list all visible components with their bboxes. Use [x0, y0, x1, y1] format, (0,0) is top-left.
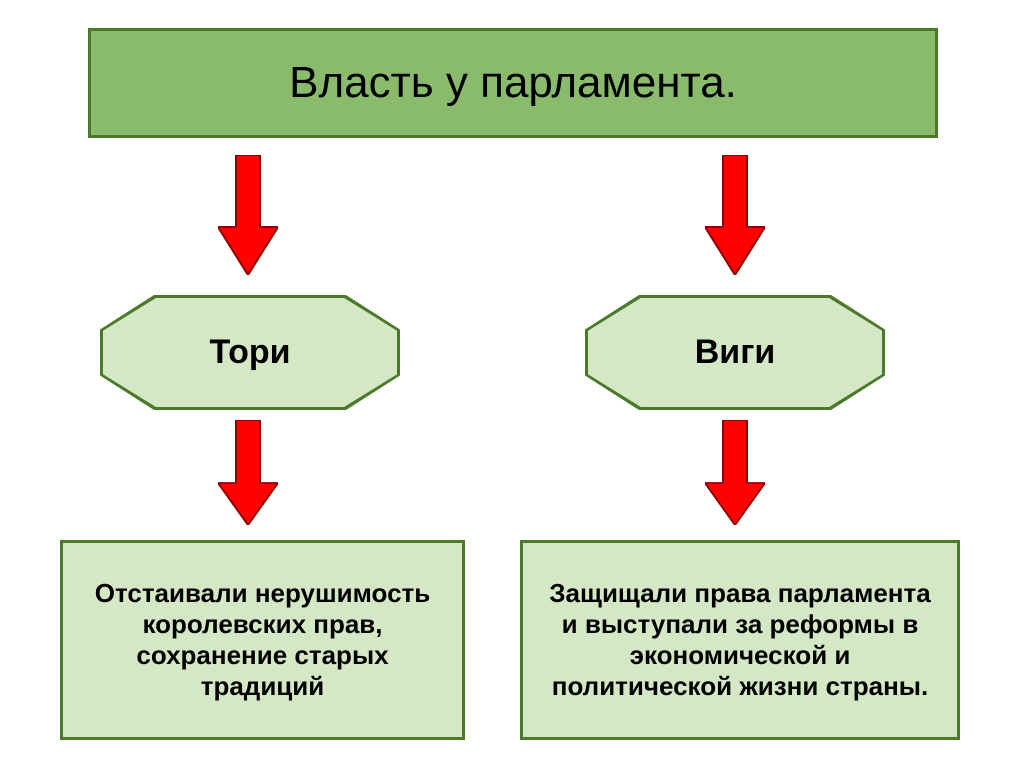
diagram-title-text: Власть у парламента. — [289, 58, 737, 108]
arrow-down-icon — [705, 420, 765, 525]
arrow-down-icon — [218, 420, 278, 525]
arrow-down-icon — [705, 155, 765, 275]
tori-description-box: Отстаивали нерушимость королевских прав,… — [60, 540, 465, 740]
arrow-down-icon — [218, 155, 278, 275]
tori-node: Тори — [103, 298, 397, 407]
diagram-title-box: Власть у парламента. — [88, 28, 938, 138]
vigi-node: Виги — [588, 298, 882, 407]
tori-description-text: Отстаивали нерушимость королевских прав,… — [83, 578, 442, 702]
vigi-description-text: Защищали права парламента и выступали за… — [543, 578, 937, 702]
vigi-description-box: Защищали права парламента и выступали за… — [520, 540, 960, 740]
tori-label: Тори — [209, 333, 290, 372]
vigi-label: Виги — [695, 333, 776, 372]
